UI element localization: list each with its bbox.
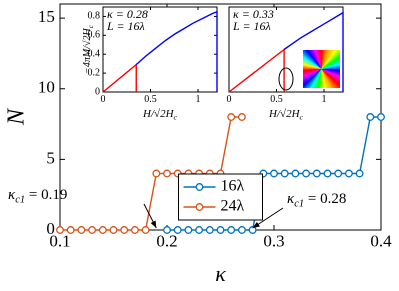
series-line bbox=[135, 10, 218, 92]
y-tick-label: 15 bbox=[38, 7, 55, 26]
data-point bbox=[216, 226, 225, 234]
data-point bbox=[66, 226, 75, 234]
data-point bbox=[334, 169, 343, 178]
annotation-sub: c1 bbox=[294, 199, 304, 210]
data-point bbox=[280, 169, 289, 178]
data-point bbox=[227, 226, 236, 234]
x-tick-label: 0.3 bbox=[263, 232, 284, 251]
x-axis-label-main: H/√2H bbox=[268, 108, 301, 120]
legend-marker bbox=[195, 203, 204, 211]
annotation-arrow bbox=[252, 207, 284, 229]
data-point bbox=[184, 226, 193, 234]
x-tick-label: 1 bbox=[322, 94, 327, 105]
x-tick-label: 0.2 bbox=[156, 232, 177, 251]
legend-box bbox=[178, 173, 263, 221]
data-point bbox=[355, 169, 364, 178]
series-line bbox=[283, 11, 344, 92]
data-point bbox=[377, 113, 385, 121]
annotation-rest: = 0.28 bbox=[304, 191, 346, 207]
inset-label: L = 16λ bbox=[106, 19, 145, 33]
data-point bbox=[227, 113, 236, 121]
inset-label: κ = 0.33 bbox=[233, 7, 274, 21]
data-point bbox=[237, 226, 246, 234]
x-tick-label: 0 bbox=[101, 94, 106, 105]
data-point bbox=[344, 169, 353, 178]
y-tick-label: 0.4 bbox=[88, 49, 101, 60]
annotation: κc1 = 0.19 bbox=[8, 187, 67, 205]
data-point bbox=[141, 226, 150, 234]
x-tick-label: 1 bbox=[196, 94, 201, 105]
y-tick-label: 0.2 bbox=[88, 67, 101, 78]
data-point bbox=[152, 169, 161, 178]
x-tick-label: 0 bbox=[227, 94, 232, 105]
data-point bbox=[312, 169, 321, 178]
legend-label: 16λ bbox=[221, 178, 245, 195]
annotation-arrow bbox=[143, 203, 157, 229]
data-point bbox=[205, 226, 214, 234]
y-axis-label: −4πM/√2Hc bbox=[82, 24, 94, 74]
inset-label: κ = 0.28 bbox=[107, 7, 148, 21]
y-tick-label: 0.6 bbox=[88, 30, 101, 41]
y-axis-label-main: −4πM/√2H bbox=[82, 27, 93, 73]
y-axis-label: N bbox=[4, 107, 30, 126]
y-tick-label: 10 bbox=[38, 78, 55, 97]
vortex-pattern bbox=[303, 50, 340, 88]
data-point bbox=[195, 226, 204, 234]
data-point bbox=[109, 226, 118, 234]
x-axis-label-main: H/√2H bbox=[142, 108, 175, 120]
data-point bbox=[270, 169, 278, 178]
data-point bbox=[130, 226, 139, 234]
x-axis-label-sub: c bbox=[174, 112, 178, 121]
data-point bbox=[77, 226, 86, 234]
data-point bbox=[88, 226, 97, 234]
x-tick-label: 0.5 bbox=[270, 94, 283, 105]
x-tick-label: 0.5 bbox=[144, 94, 157, 105]
x-axis-label-sub: c bbox=[300, 112, 304, 121]
x-axis-label: H/√2Hc bbox=[268, 108, 303, 122]
y-axis-label-sub: c bbox=[87, 24, 95, 28]
x-axis-label: H/√2Hc bbox=[142, 108, 177, 122]
y-tick-label: 0.8 bbox=[88, 11, 101, 22]
x-tick-label: 0.1 bbox=[49, 232, 70, 251]
annotation-sub: c1 bbox=[15, 195, 25, 206]
legend-label: 24λ bbox=[221, 198, 245, 215]
data-point bbox=[163, 226, 171, 234]
data-point bbox=[56, 226, 64, 234]
annotation-main: κ bbox=[287, 191, 295, 207]
data-point bbox=[248, 226, 257, 234]
vortex-image bbox=[303, 50, 340, 88]
y-tick-label: 0 bbox=[46, 219, 55, 238]
data-point bbox=[323, 169, 332, 178]
y-tick-label: 0 bbox=[95, 86, 100, 97]
annotation: κc1 = 0.28 bbox=[287, 191, 346, 209]
y-tick-label: 5 bbox=[46, 148, 55, 167]
data-point bbox=[163, 169, 171, 178]
data-point bbox=[237, 113, 246, 121]
data-point bbox=[120, 226, 129, 234]
data-point bbox=[302, 169, 311, 178]
annotation-main: κ bbox=[8, 187, 16, 203]
highlight-ellipse bbox=[278, 67, 294, 91]
data-point bbox=[366, 113, 375, 121]
data-point bbox=[98, 226, 107, 234]
x-axis-label: κ bbox=[215, 261, 226, 286]
data-point bbox=[173, 226, 182, 234]
data-point bbox=[291, 169, 300, 178]
legend-marker bbox=[195, 183, 204, 191]
annotation-rest: = 0.19 bbox=[25, 187, 67, 203]
x-tick-label: 0.4 bbox=[370, 232, 392, 251]
inset-label: L = 16λ bbox=[232, 19, 271, 33]
